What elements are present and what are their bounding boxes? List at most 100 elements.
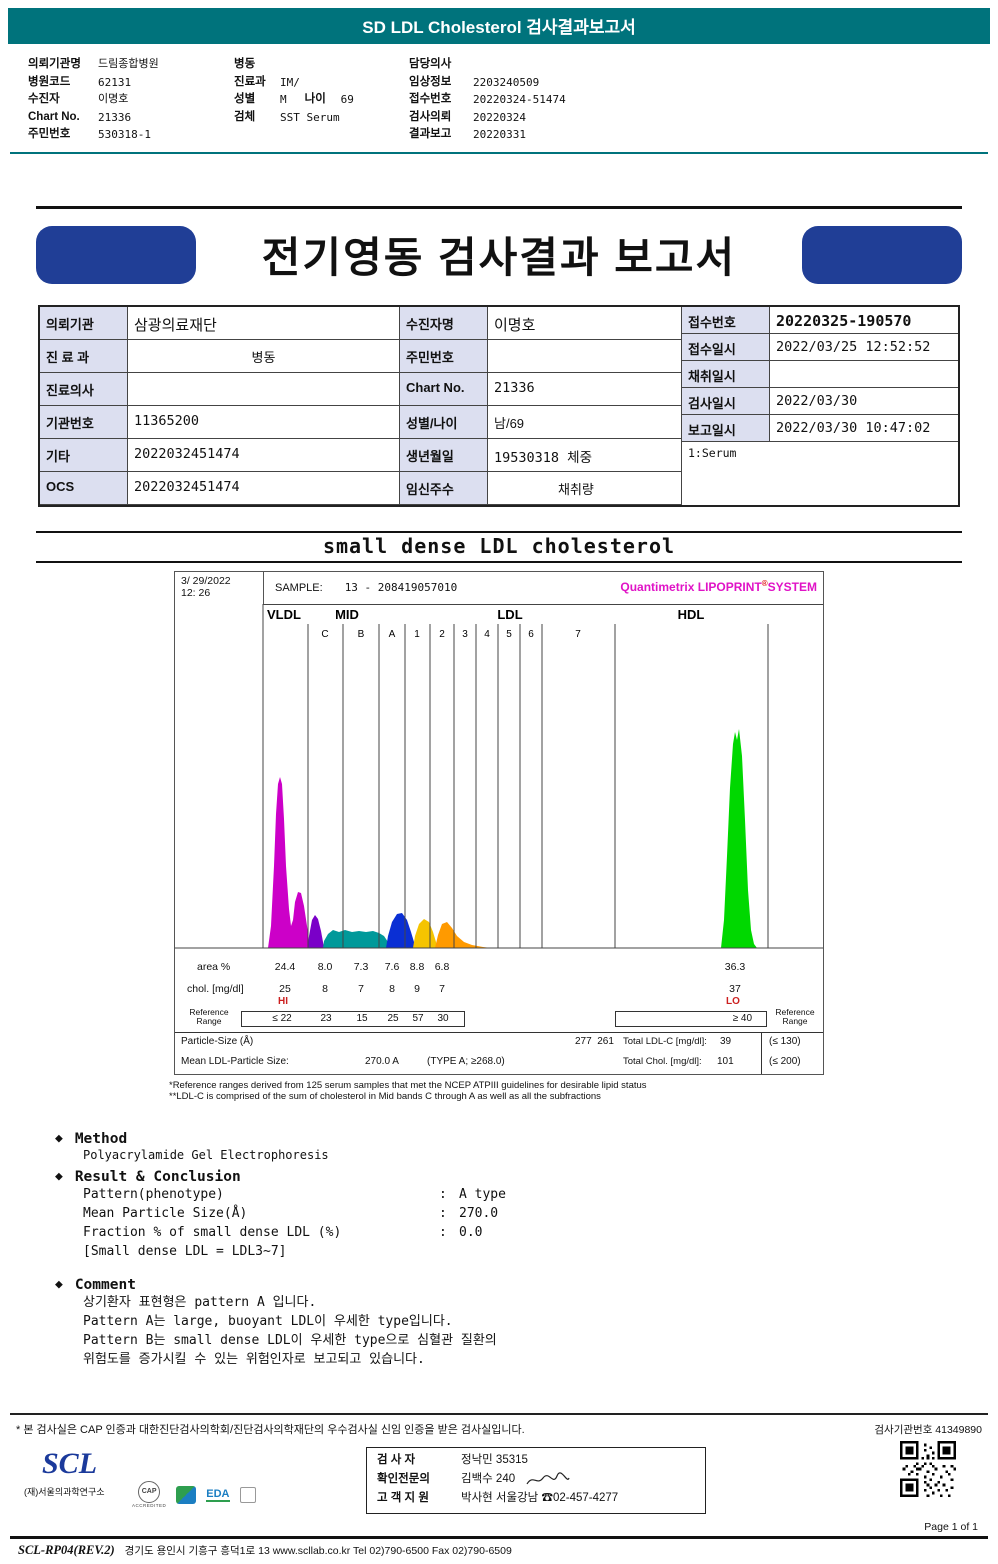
- table-value: 21336: [488, 372, 682, 406]
- brand-system: SYSTEM: [767, 579, 817, 594]
- band-2-label: 2: [439, 629, 445, 640]
- signature-box: 검 사 자 정낙민 35315 확인전문의 김백수 240 고 객 지 원 박사…: [366, 1447, 706, 1514]
- hospital-code-value: 62131: [98, 75, 132, 89]
- comment-line: Pattern B는 small dense LDL이 우세한 type으로 심…: [83, 1332, 497, 1348]
- ref-hdl: ≥ 40: [732, 1012, 752, 1024]
- totals-ref-separator: [761, 1031, 762, 1074]
- result-conclusion-title: Result & Conclusion: [74, 1168, 241, 1185]
- document-number: SCL-RP04(REV.2): [18, 1543, 115, 1557]
- hi-flag: HI: [278, 995, 288, 1007]
- ref-mida: 25: [387, 1012, 399, 1024]
- mida-peak: [386, 912, 415, 948]
- lipoprint-chart: 3/ 29/2022 12: 26 SAMPLE: 13 - 2084190570…: [174, 570, 824, 1075]
- table-value: 채취량: [488, 471, 682, 505]
- table-label: 진 료 과: [40, 339, 128, 373]
- ref-midb: 15: [356, 1012, 368, 1024]
- table-value: 2022032451474: [128, 438, 400, 472]
- result-item-colon: :: [439, 1224, 447, 1240]
- table-label: 채취일시: [682, 360, 770, 388]
- hdl-peak: [721, 728, 757, 948]
- area-hdl: 36.3: [724, 960, 746, 973]
- ref-ldl2: 30: [437, 1012, 449, 1024]
- footer: * 본 검사실은 CAP 인증과 대한진단검사의학회/진단검사의학재단의 우수검…: [0, 1413, 998, 1564]
- banner-right-decoration: [802, 225, 962, 284]
- area-ldl1: 8.8: [409, 960, 425, 973]
- lo-flag: LO: [726, 995, 740, 1007]
- band-1-label: 1: [414, 629, 420, 640]
- total-chol-value: 101: [717, 1055, 734, 1067]
- cap-accredited-text: ACCREDITED: [132, 1503, 167, 1508]
- patient-info-col3: 담당의사 임상정보 2203240509 접수번호 20220324-51474 검…: [409, 56, 988, 144]
- table-label: 주민번호: [400, 339, 488, 373]
- patient-name-label: 수진자: [28, 93, 60, 105]
- ward-label: 병동: [234, 58, 256, 70]
- ref-ldl1: 57: [412, 1012, 424, 1024]
- ldl1-peak: [413, 918, 437, 948]
- particle-size-label: Particle-Size (Å): [181, 1035, 254, 1047]
- patient-info: 의뢰기관명 드림종합병원 병원코드 62131 수진자 이명호 Chart No. 21…: [10, 52, 988, 154]
- cap-certification-note: * 본 검사실은 CAP 인증과 대한진단검사의학회/진단검사의학재단의 우수검…: [16, 1424, 525, 1436]
- lane-mid-label: MID: [335, 607, 359, 622]
- order-date-value: 20220324: [473, 110, 526, 124]
- method-title: Method: [74, 1130, 128, 1147]
- band-3-label: 3: [462, 629, 468, 640]
- table-label: 성별/나이: [400, 405, 488, 439]
- footer-rule-bottom: [10, 1536, 988, 1539]
- report-title: SD LDL Cholesterol 검사결과보고서: [362, 18, 636, 37]
- date-column-separator: [263, 571, 264, 604]
- accreditation-logo-icon: [239, 1486, 256, 1503]
- patient-name-value: 이명호: [98, 93, 129, 105]
- order-date-label: 검사의뢰: [409, 110, 452, 123]
- footer-rule-top: [10, 1413, 988, 1415]
- customer-support-contact: 박사현 서울강남 ☎02-457-4277: [461, 1492, 619, 1504]
- section-rule-bottom: [36, 560, 962, 563]
- table-value: 2022032451474: [128, 471, 400, 505]
- reference-range-box-hdl: ≥ 40: [615, 1010, 767, 1027]
- band-c-label: C: [321, 629, 328, 640]
- result-date-label: 결과보고: [409, 128, 452, 140]
- ordering-hospital-label: 의뢰기관명: [28, 58, 81, 70]
- chol-midb: 7: [358, 982, 364, 995]
- area-row-label: area %: [197, 960, 231, 973]
- accession-no-value: 20220324-51474: [473, 93, 566, 106]
- area-ldl2: 6.8: [434, 960, 450, 973]
- reference-range-label-left: Reference Range: [189, 1006, 229, 1026]
- patient-info-col1: 의뢰기관명 드림종합병원 병원코드 62131 수진자 이명호 Chart No. 21…: [16, 56, 234, 144]
- confirming-physician-name: 김백수 240: [461, 1473, 516, 1485]
- mean-particle-label: Mean LDL-Particle Size:: [181, 1055, 289, 1067]
- chart-result-rows: area % 24.4 8.0 7.3 7.6 8.8 6.8 36.3 cho…: [175, 959, 823, 1074]
- table-value: 2022/03/25 12:52:52: [770, 334, 958, 361]
- table-label: 진료의사: [40, 372, 128, 406]
- chol-mida: 8: [389, 982, 395, 995]
- banner-left-decoration: [36, 225, 196, 284]
- reference-range-label-right: Reference Range: [775, 1006, 815, 1026]
- lipoprint-brand: Quantimetrix LIPOPRINT®SYSTEM: [620, 579, 817, 594]
- registered-mark-icon: ®: [761, 578, 768, 588]
- department-label: 진료과: [234, 75, 266, 88]
- chart-date: 3/ 29/2022: [181, 574, 231, 587]
- lab-address: 경기도 용인시 기흥구 흥덕1로 13 www.scllab.co.kr Tel…: [124, 1545, 512, 1557]
- result-item-value: 270.0: [459, 1205, 499, 1221]
- ref-vldl: ≤ 22: [272, 1012, 292, 1024]
- table-value: 11365200: [128, 405, 400, 439]
- doctor-label: 담당의사: [409, 58, 452, 70]
- table-value: 삼광의료재단: [128, 306, 400, 340]
- result-item-value: A type: [459, 1186, 506, 1202]
- table-label: 검사일시: [682, 387, 770, 415]
- area-midc: 8.0: [317, 960, 333, 973]
- chol-midc: 8: [322, 982, 328, 995]
- order-info-right: 접수번호 20220325-190570 접수일시 2022/03/25 12:…: [682, 306, 958, 505]
- lane-vldl-label: VLDL: [267, 607, 301, 622]
- order-info-table: 의뢰기관 삼광의료재단 진 료 과 병동 진료의사 기관번호 11365200 …: [38, 304, 960, 507]
- cap-accredited-badge: CAP ACCREDITED: [132, 1481, 166, 1508]
- comment-line: Pattern A는 large, buoyant LDL이 우세한 type입…: [83, 1313, 453, 1329]
- table-value: 20220325-190570: [770, 307, 958, 334]
- table-label: 보고일시: [682, 414, 770, 442]
- lane-ldl-label: LDL: [497, 607, 522, 622]
- clinical-info-label: 임상정보: [409, 75, 452, 88]
- eda-logo: EDA: [206, 1487, 230, 1502]
- diamond-bullet-icon: ◆: [55, 1169, 63, 1184]
- footnote-2: **LDL-C is comprised of the sum of chole…: [169, 1091, 601, 1102]
- accreditation-logo-icon: [176, 1485, 197, 1504]
